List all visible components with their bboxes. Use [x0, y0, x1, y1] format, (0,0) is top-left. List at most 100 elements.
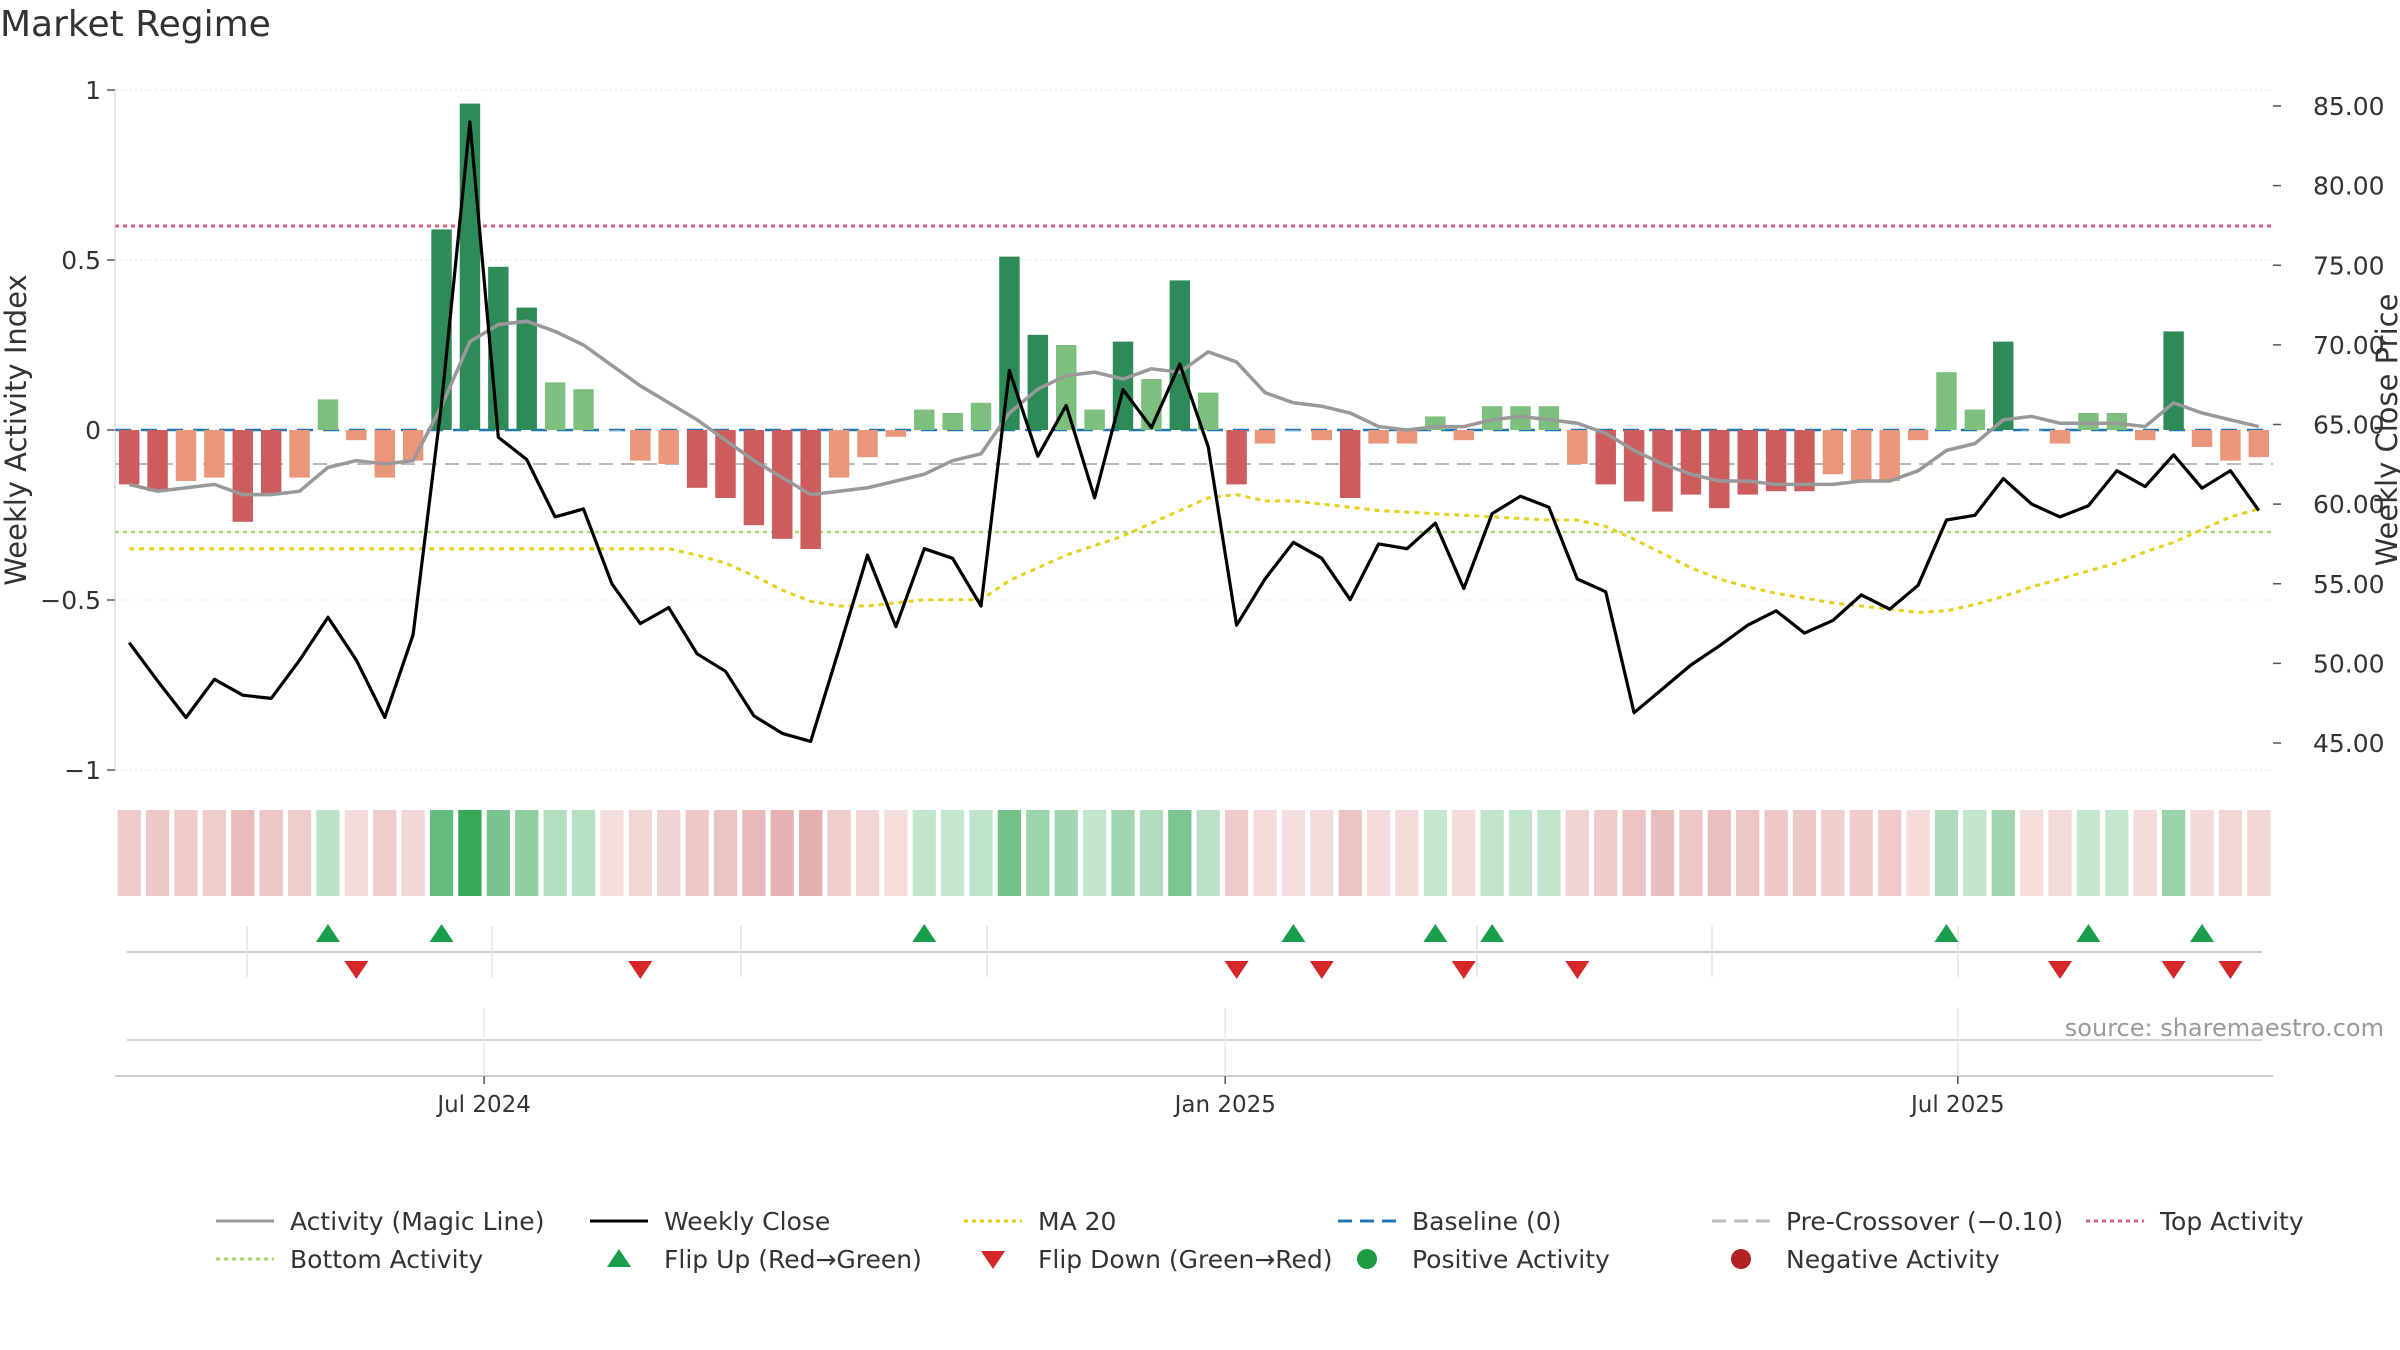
flip-down-marker [2048, 961, 2073, 979]
y-tick-label: 1 [85, 76, 101, 105]
activity-bar [1311, 430, 1332, 441]
activity-bar [658, 430, 679, 464]
activity-bar [2248, 430, 2270, 458]
regime-cell [1594, 810, 1618, 896]
y2-tick-label: 65.00 [2313, 411, 2385, 440]
regime-cell [316, 810, 340, 896]
activity-bar [1822, 430, 1844, 475]
activity-bar [1765, 430, 1787, 492]
source-label: source: sharemaestro.com [2064, 1014, 2384, 1042]
activity-bar [1027, 334, 1049, 430]
flipup-legend-icon [607, 1249, 631, 1267]
activity-bar [346, 430, 367, 441]
regime-cell [1111, 810, 1135, 896]
series-lines [127, 120, 2261, 744]
regime-cell [2076, 810, 2101, 896]
y-tick-label: 0 [85, 416, 101, 445]
regime-cell [259, 810, 283, 896]
activity-bar [1680, 430, 1702, 495]
activity-bar [800, 430, 821, 549]
regime-cell [600, 810, 624, 896]
flip-down-marker [1451, 961, 1476, 979]
regime-cell [1139, 810, 1164, 896]
activity-bar [914, 409, 935, 430]
axes: 1 0.5 0 −0.5 −1 85.00 80.00 75.00 70.00 65.00 60.0… [40, 76, 2384, 785]
regime-cell [1395, 810, 1419, 896]
flip-down-marker [628, 961, 653, 979]
regime-cell [1736, 810, 1760, 896]
regime-cell [1963, 810, 1987, 896]
regime-cell [1196, 810, 1220, 896]
activity-bar [1623, 430, 1645, 502]
activity-bar [544, 382, 566, 430]
activity-bar [374, 430, 395, 478]
regime-cell [969, 810, 993, 896]
magic-legend-icon [216, 1219, 274, 1223]
activity-bar [573, 389, 594, 430]
regime-cell [1906, 810, 1930, 896]
bottom-legend-icon [216, 1257, 274, 1261]
regime-cell [1168, 810, 1192, 896]
activity-bar [1567, 430, 1588, 464]
regime-cell [1565, 810, 1589, 896]
regime-cell [1650, 810, 1675, 896]
regime-cell [912, 810, 936, 896]
regime-cell [344, 810, 368, 896]
activity-bar [970, 402, 992, 430]
baseline-legend-icon [1338, 1219, 1396, 1223]
flip-down-marker [1565, 961, 1590, 979]
regime-cell [1366, 810, 1391, 896]
activity-bar [1396, 430, 1418, 444]
regime-cell [884, 810, 908, 896]
activity-bar [1056, 345, 1077, 430]
legend-label: Flip Up (Red→Green) [664, 1244, 922, 1274]
activity-bar [601, 430, 623, 431]
flip-up-marker [429, 924, 454, 942]
regime-cell [1991, 810, 2015, 896]
regime-cell [855, 810, 880, 896]
activity-bar [118, 430, 140, 485]
regime-cell [287, 810, 312, 896]
activity-bar [828, 430, 850, 478]
y-tick-label: −1 [64, 756, 101, 785]
legend-item-ma20: MA 20 [962, 1206, 1336, 1236]
activity-bar [459, 103, 481, 430]
legend-label: Bottom Activity [290, 1244, 484, 1274]
regime-cell [1707, 810, 1731, 896]
legend-item-top: Top Activity [2084, 1206, 2400, 1236]
regime-cell [373, 810, 397, 896]
legend-label: Positive Activity [1412, 1244, 1610, 1274]
legend-label: Top Activity [2160, 1206, 2304, 1236]
regime-cell [401, 810, 425, 896]
regime-cell [1281, 810, 1306, 896]
regime-cell [1224, 810, 1249, 896]
regime-cell [1026, 810, 1050, 896]
regime-cell [2048, 810, 2072, 896]
precross-legend-icon [1712, 1219, 1770, 1223]
legend-label: MA 20 [1038, 1206, 1117, 1236]
y2-tick-label: 70.00 [2313, 331, 2385, 360]
activity-bar [2021, 430, 2042, 431]
top-legend-icon [2086, 1219, 2144, 1223]
activity-bar [147, 430, 168, 492]
x-tick-label: Jul 2025 [1909, 1092, 2005, 1118]
activity-bar [2163, 331, 2184, 430]
regime-cell [1821, 810, 1845, 896]
flip-down-marker [1224, 961, 1249, 979]
regime-cell [1792, 810, 1817, 896]
y2-tick-label: 80.00 [2313, 172, 2385, 201]
activity-bar [885, 430, 907, 437]
flip-down-marker [344, 961, 369, 979]
activity-bar [1141, 379, 1162, 430]
activity-bar [1197, 392, 1219, 430]
regime-cell [1054, 810, 1078, 896]
activity-bar [630, 430, 651, 461]
activity-bar [686, 430, 708, 488]
flip-down-marker [1309, 961, 1334, 979]
neg-legend-icon [1731, 1249, 1751, 1269]
regime-cell [2190, 810, 2214, 896]
regime-cell [429, 810, 454, 896]
weekly-close-line [127, 120, 2261, 744]
ma20-line [129, 493, 2260, 614]
